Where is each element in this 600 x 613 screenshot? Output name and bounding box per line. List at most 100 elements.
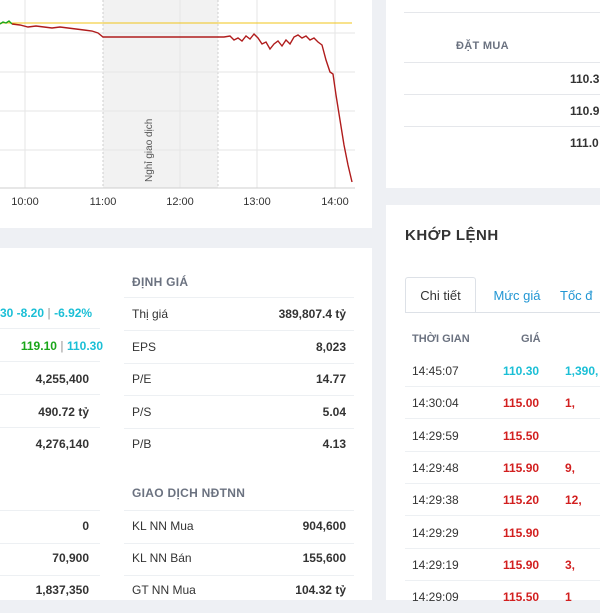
- bid-price-1: 110.3: [570, 72, 600, 86]
- foreign-value: 904,600: [302, 519, 346, 533]
- order-price: 110.30: [503, 364, 540, 378]
- valuation-value: 389,807.4 tỷ: [278, 307, 346, 321]
- valuation-value: 8,023: [315, 340, 346, 354]
- valuation-row-eps: EPS 8,023: [132, 331, 346, 363]
- matched-order-row: 14:29:29 115.90: [405, 517, 600, 549]
- order-price: 115.50: [503, 590, 540, 604]
- bid-header: ĐẶT MUA: [456, 40, 509, 52]
- left-value-c: 1,837,350: [35, 583, 89, 597]
- order-separator: [404, 12, 600, 13]
- tab-detail[interactable]: Chi tiết: [405, 277, 476, 313]
- total-value: 490.72 tỷ: [38, 405, 89, 419]
- valuation-value: 14.77: [315, 372, 346, 386]
- row-divider: [124, 297, 354, 298]
- bid-price-3: 111.0: [570, 136, 599, 150]
- order-separator: [404, 94, 600, 95]
- order-separator: [404, 62, 600, 63]
- valuation-row-market-cap: Thị giá 389,807.4 tỷ: [132, 298, 346, 330]
- foreign-row-buy-value: GT NN Mua 104.32 tỷ: [132, 574, 346, 606]
- row-divider: [0, 543, 100, 544]
- row-divider: [0, 510, 100, 511]
- order-volume: 1,390,: [565, 364, 599, 378]
- order-price: 115.00: [503, 396, 540, 410]
- row-divider: [124, 510, 354, 511]
- order-separator: [404, 126, 600, 127]
- order-volume: 12,: [565, 493, 582, 507]
- order-volume: 1: [565, 590, 572, 604]
- matched-orders-panel: KHỚP LỆNH Chi tiết Mức giá Tốc đ THỜI GI…: [386, 205, 600, 613]
- foreign-row-buy-volume: KL NN Mua 904,600: [132, 510, 346, 542]
- stock-info-panel: 30 -8.20 | -6.92% 119.10 | 110.30 4,255,…: [0, 248, 372, 600]
- row-divider: [124, 428, 354, 429]
- order-price: 115.90: [503, 526, 540, 540]
- matched-order-row: 14:29:09 115.50 1: [405, 581, 600, 613]
- left-value-a: 0: [82, 519, 89, 533]
- tab-price-level[interactable]: Mức giá: [493, 287, 541, 303]
- high-low-prices: 119.10 | 110.30: [20, 339, 103, 353]
- row-divider: [0, 575, 100, 576]
- foreign-row-sell-volume: KL NN Bán 155,600: [132, 542, 346, 574]
- matched-orders-title: KHỚP LỆNH: [405, 227, 499, 244]
- intraday-price-chart: Nghỉ giao dịch 10:00 11:00 12:00 13:00 14:00: [0, 0, 355, 208]
- row-divider: [124, 395, 354, 396]
- order-book-panel: ĐẶT MUA 110.3 110.9 111.0: [386, 0, 600, 188]
- order-time: 14:29:48: [412, 461, 459, 475]
- time-tick-label: 12:00: [166, 196, 194, 208]
- foreign-value: 104.32 tỷ: [295, 583, 346, 597]
- time-column-header: THỜI GIAN: [412, 333, 470, 345]
- price-change: 30 -8.20 | -6.92%: [0, 306, 93, 320]
- foreign-trading-title: GIAO DỊCH NĐTNN: [132, 486, 246, 500]
- row-divider: [0, 427, 100, 428]
- avg-volume: 4,276,140: [35, 437, 89, 451]
- valuation-row-ps: P/S 5.04: [132, 396, 346, 428]
- time-tick-label: 13:00: [243, 196, 271, 208]
- order-volume: 9,: [565, 461, 576, 475]
- valuation-title: ĐỊNH GIÁ: [132, 275, 189, 289]
- foreign-label: KL NN Mua: [132, 519, 194, 533]
- foreign-value: 155,600: [302, 551, 346, 565]
- lunch-break-shade: [103, 0, 218, 188]
- foreign-label: KL NN Bán: [132, 551, 192, 565]
- total-volume: 4,255,400: [35, 372, 89, 386]
- intraday-chart-panel: Nghỉ giao dịch 10:00 11:00 12:00 13:00 14:00: [0, 0, 372, 228]
- time-tick-label: 10:00: [11, 196, 39, 208]
- price-line: [11, 23, 353, 183]
- matched-order-row: 14:45:07 110.30 1,390,: [405, 355, 600, 387]
- low-price: 110.30: [66, 339, 103, 353]
- valuation-label: P/E: [132, 372, 152, 386]
- valuation-label: P/B: [132, 437, 152, 451]
- matched-order-row: 14:29:19 115.90 3,: [405, 549, 600, 581]
- order-time: 14:29:59: [412, 429, 459, 443]
- row-divider: [0, 394, 100, 395]
- left-value-b: 70,900: [52, 551, 89, 565]
- price-change-percent: -6.92%: [54, 306, 93, 320]
- matched-order-row: 14:30:04 115.00 1,: [405, 387, 600, 419]
- price-column-header: GIÁ: [521, 333, 541, 345]
- high-price: 119.10: [20, 339, 57, 353]
- row-divider: [124, 575, 354, 576]
- order-price: 115.90: [503, 461, 540, 475]
- bid-price-2: 110.9: [570, 104, 600, 118]
- valuation-label: P/S: [132, 405, 152, 419]
- valuation-value: 4.13: [322, 437, 346, 451]
- order-time: 14:30:04: [412, 396, 459, 410]
- row-divider: [124, 330, 354, 331]
- valuation-label: EPS: [132, 340, 157, 354]
- chart-grid: [0, 0, 355, 188]
- time-axis-labels: 10:00 11:00 12:00 13:00 14:00: [11, 196, 349, 208]
- order-time: 14:29:09: [412, 590, 459, 604]
- matched-order-row: 14:29:38 115.20 12,: [405, 484, 600, 516]
- matched-order-row: 14:29:59 115.50: [405, 420, 600, 452]
- order-volume: 3,: [565, 558, 576, 572]
- order-price: 115.90: [503, 558, 540, 572]
- order-price: 115.50: [503, 429, 540, 443]
- time-tick-label: 11:00: [90, 196, 117, 208]
- tab-speed[interactable]: Tốc đ: [560, 287, 593, 303]
- valuation-row-pe: P/E 14.77: [132, 363, 346, 395]
- order-price: 115.20: [503, 493, 540, 507]
- order-time: 14:45:07: [412, 364, 459, 378]
- matched-order-row: 14:29:48 115.90 9,: [405, 452, 600, 484]
- order-time: 14:29:29: [412, 526, 459, 540]
- foreign-label: GT NN Mua: [132, 583, 196, 597]
- order-time: 14:29:38: [412, 493, 459, 507]
